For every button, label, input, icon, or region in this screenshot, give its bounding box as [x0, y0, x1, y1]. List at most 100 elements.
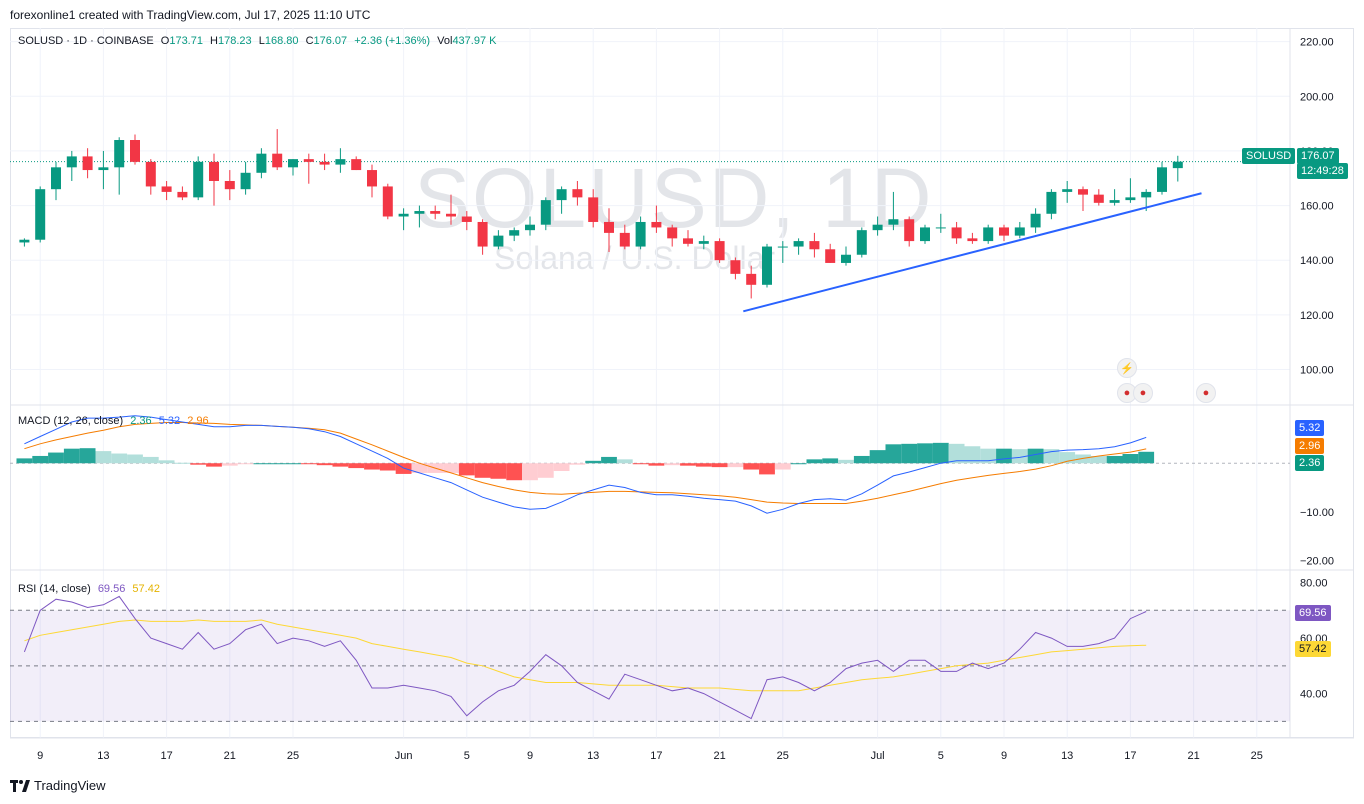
macd-histogram-bar — [537, 463, 554, 478]
candle-body — [177, 191, 188, 198]
macd-histogram-bar — [664, 463, 681, 466]
candle-body — [1093, 194, 1104, 203]
macd-histogram-bar — [585, 460, 602, 464]
us-flag-event-icon[interactable]: ● — [1196, 383, 1216, 403]
candle-body — [493, 235, 504, 247]
candle-body — [224, 180, 235, 190]
candle-body — [114, 140, 125, 168]
time-axis-tick: 21 — [224, 750, 236, 762]
candle-body — [619, 232, 630, 247]
macd-histogram-bar — [553, 463, 570, 471]
candle-body — [809, 241, 820, 250]
macd-histogram-bar — [743, 463, 760, 470]
time-axis-tick: 9 — [1001, 750, 1007, 762]
macd-histogram-bar — [1106, 455, 1123, 464]
us-flag-event-icon[interactable]: ● — [1133, 383, 1153, 403]
macd-histogram-bar — [917, 443, 933, 464]
macd-histogram-bar — [221, 463, 238, 466]
macd-histogram-bar — [253, 463, 270, 465]
macd-histogram-bar — [759, 463, 775, 475]
macd-title[interactable]: MACD (12, 26, close) — [18, 415, 124, 427]
macd-signal-value: 2.96 — [187, 415, 209, 427]
high-value: 178.23 — [218, 35, 252, 47]
candle-body — [667, 227, 678, 239]
macd-histogram-bar — [648, 463, 665, 466]
macd-histogram-bar — [1138, 451, 1155, 464]
candle-body — [509, 230, 520, 236]
candle-body — [651, 221, 662, 228]
high-label: H — [210, 35, 218, 47]
candle-body — [983, 227, 994, 242]
candle-body — [82, 156, 93, 171]
macd-histogram-bar — [948, 443, 965, 464]
macd-histogram-bar — [316, 463, 333, 466]
macd-histogram-bar — [964, 446, 981, 464]
candle-body — [335, 159, 346, 165]
macd-histogram-bar — [1122, 454, 1139, 464]
macd-histogram-bar — [980, 448, 997, 464]
price-axis-tick: 120.00 — [1300, 310, 1334, 322]
candle-body — [1046, 191, 1057, 214]
macd-histogram-bar — [111, 453, 128, 464]
candle-body — [1062, 189, 1073, 192]
price-axis-tick: 220.00 — [1300, 37, 1334, 49]
time-axis-tick: 25 — [777, 750, 789, 762]
vol-label: Vol — [437, 35, 453, 47]
candle-body — [777, 246, 788, 248]
price-axis-tick: 160.00 — [1300, 201, 1334, 213]
rsi-legend: RSI (14, close) 69.56 57.42 — [18, 583, 164, 595]
low-value: 168.80 — [264, 35, 299, 47]
macd-histogram-bar — [332, 463, 349, 467]
macd-histogram-bar — [63, 448, 80, 464]
candle-body — [746, 273, 757, 285]
candle-body — [1157, 167, 1167, 192]
macd-histogram-bar — [300, 463, 317, 465]
lightning-event-icon[interactable]: ⚡ — [1117, 358, 1137, 378]
tradingview-footer[interactable]: TradingView — [10, 778, 106, 793]
symbol-title[interactable]: SOLUSD · 1D · COINBASE — [18, 35, 154, 47]
time-axis-tick: 9 — [37, 750, 43, 762]
macd-histogram-bar — [1011, 449, 1028, 464]
candle-body — [825, 249, 836, 263]
candle-body — [256, 153, 267, 173]
macd-histogram-bar — [32, 455, 49, 464]
macd-histogram-bar — [569, 463, 586, 465]
macd-histogram-bar — [16, 458, 33, 464]
candle-body — [19, 239, 30, 243]
candle-body — [714, 241, 725, 261]
macd-histogram-bar — [364, 463, 380, 470]
time-axis-tick: 9 — [527, 750, 533, 762]
candle-body — [1030, 213, 1041, 228]
rsi-axis-tick: 40.00 — [1300, 689, 1328, 701]
name-watermark: Solana / U.S. Dollar — [494, 240, 776, 276]
macd-histogram-bar — [158, 460, 175, 464]
candle-body — [1125, 197, 1136, 201]
rsi-line — [23, 595, 1147, 720]
macd-histogram-bar — [190, 463, 207, 465]
macd-legend: MACD (12, 26, close) 2.36 5.32 2.96 — [18, 415, 213, 427]
rsi-tag: 69.56 — [1295, 605, 1331, 621]
close-label: C — [305, 35, 314, 47]
macd-histogram-bar — [474, 463, 491, 478]
macd-histogram-bar — [522, 463, 538, 481]
trendline — [743, 192, 1202, 313]
macd-line — [24, 415, 1147, 514]
candle-body — [1172, 161, 1183, 169]
macd-histogram-bar — [806, 459, 823, 464]
price-axis-tick: 100.00 — [1300, 364, 1334, 376]
candle-body — [572, 189, 583, 198]
macd-histogram-bar — [127, 454, 143, 464]
candle-body — [367, 170, 377, 187]
macd-histogram-bar — [711, 463, 728, 468]
candle-body — [145, 161, 156, 187]
time-axis-tick: 17 — [650, 750, 662, 762]
macd-histogram-bar — [932, 442, 949, 464]
rsi-axis-tick: 80.00 — [1300, 578, 1328, 590]
macd-histogram-bar — [48, 452, 64, 464]
time-axis-tick: 13 — [587, 750, 599, 762]
candle-body — [240, 172, 251, 190]
macd-tag: 5.32 — [1295, 420, 1325, 436]
rsi-title[interactable]: RSI (14, close) — [18, 583, 91, 595]
last-price-tag: 176.07 — [1297, 148, 1339, 164]
